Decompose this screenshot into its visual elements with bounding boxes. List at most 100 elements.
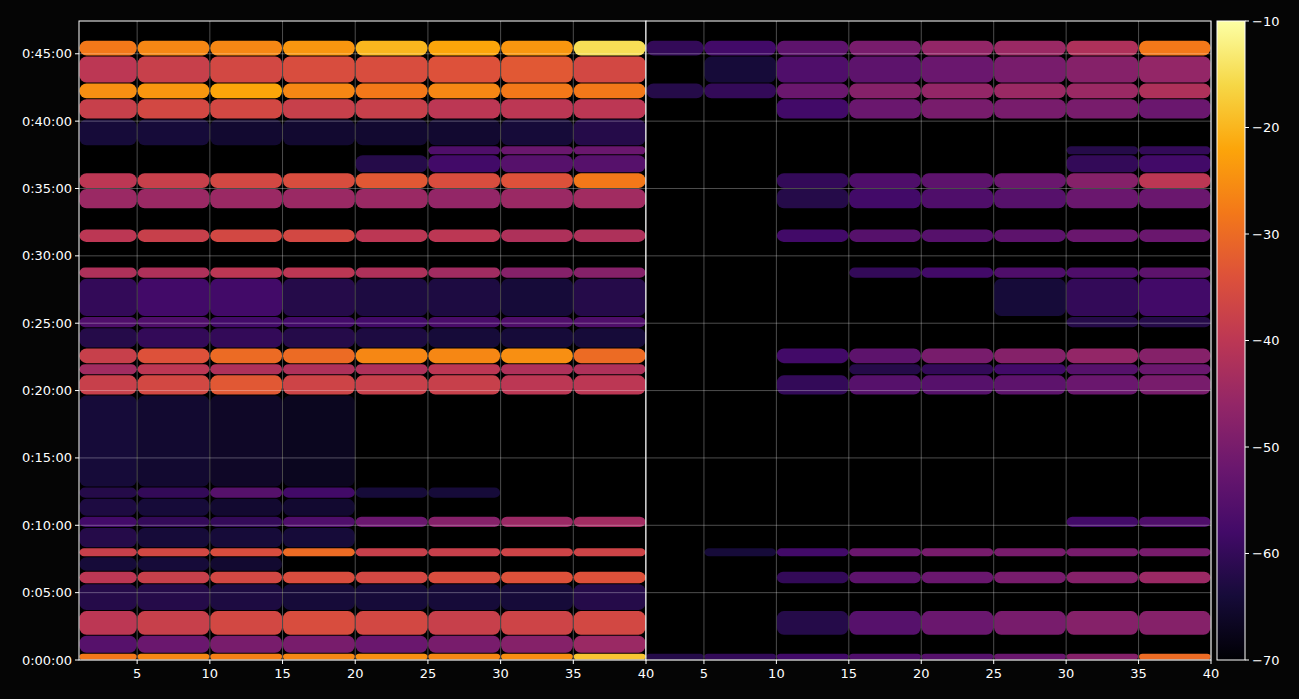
cell (1067, 173, 1138, 188)
tick-mark (1245, 660, 1249, 661)
cell (1139, 548, 1210, 556)
cell (994, 268, 1065, 278)
cell (80, 572, 137, 583)
cell (356, 364, 428, 374)
cell (1139, 99, 1210, 118)
cell (210, 375, 282, 394)
cell (138, 375, 210, 394)
cell (777, 348, 848, 363)
cell (922, 268, 993, 278)
cell (1067, 654, 1138, 660)
cell (849, 375, 920, 394)
cell (356, 348, 428, 363)
cell (80, 584, 137, 610)
tick-mark (427, 660, 428, 664)
tick-mark (355, 660, 356, 664)
x-tick-label: 30 (492, 666, 509, 681)
cell (210, 654, 282, 660)
cell (356, 611, 428, 635)
cell (80, 654, 137, 660)
tick-mark (1245, 21, 1249, 22)
cell (428, 189, 500, 208)
cell (1139, 611, 1210, 635)
cell (1067, 611, 1138, 635)
cell (356, 189, 428, 208)
x-tick-label: 20 (913, 666, 930, 681)
cell (501, 548, 573, 556)
cell (922, 189, 993, 208)
cell (922, 99, 993, 118)
y-tick-label: 0:00:00 (22, 653, 72, 668)
cell (210, 611, 282, 635)
y-tick-label: 0:10:00 (22, 518, 72, 533)
cell (501, 654, 573, 660)
cell (1067, 348, 1138, 363)
grid-line (282, 21, 283, 660)
colorbar (1217, 21, 1245, 660)
tick-mark (1211, 660, 1212, 664)
cell (283, 611, 355, 635)
x-tick-label: 35 (565, 666, 582, 681)
cell (574, 229, 646, 241)
cell (1139, 229, 1210, 241)
cell (283, 268, 355, 278)
cell (1067, 364, 1138, 374)
cell (80, 348, 137, 363)
cell (501, 99, 573, 118)
tick-mark (75, 592, 79, 593)
cell (428, 229, 500, 241)
cell (80, 364, 137, 374)
cell (210, 548, 282, 556)
cell (138, 268, 210, 278)
cell (1067, 375, 1138, 394)
cell (356, 83, 428, 98)
x-tick-label: 40 (1203, 666, 1220, 681)
cell (80, 375, 137, 394)
tick-mark (848, 660, 849, 664)
cell (1139, 572, 1210, 583)
tick-mark (1245, 340, 1249, 341)
cell (574, 572, 646, 583)
cell (210, 119, 282, 145)
cell (80, 189, 137, 208)
cell (1139, 173, 1210, 188)
cell (210, 348, 282, 363)
grid-line (646, 323, 1211, 324)
cell (283, 119, 355, 145)
cell (210, 557, 282, 571)
cell (428, 57, 500, 83)
cell (501, 611, 573, 635)
cell (428, 636, 500, 653)
grid-line (1138, 21, 1139, 660)
x-tick-label: 25 (420, 666, 437, 681)
cell (80, 528, 137, 547)
colorbar-tick-label: −20 (1252, 120, 1279, 135)
tick-mark (1245, 234, 1249, 235)
cell (994, 611, 1065, 635)
cell (80, 548, 137, 556)
cell (501, 636, 573, 653)
cell (138, 396, 210, 487)
cell (501, 57, 573, 83)
grid-line (79, 121, 646, 122)
cell (356, 229, 428, 241)
x-tick-label: 5 (133, 666, 141, 681)
cell (777, 611, 848, 635)
cell (80, 268, 137, 278)
cell (777, 99, 848, 118)
cell (574, 83, 646, 98)
cell (428, 375, 500, 394)
cell (1067, 83, 1138, 98)
cell (210, 229, 282, 241)
cell (574, 317, 646, 327)
cell (1067, 146, 1138, 154)
x-tick-label: 10 (202, 666, 219, 681)
cell (138, 548, 210, 556)
cell (994, 375, 1065, 394)
cell (1067, 99, 1138, 118)
cell (138, 317, 210, 327)
cell (138, 636, 210, 653)
cell (80, 557, 137, 571)
grid-line (79, 323, 646, 324)
cell (704, 83, 775, 98)
